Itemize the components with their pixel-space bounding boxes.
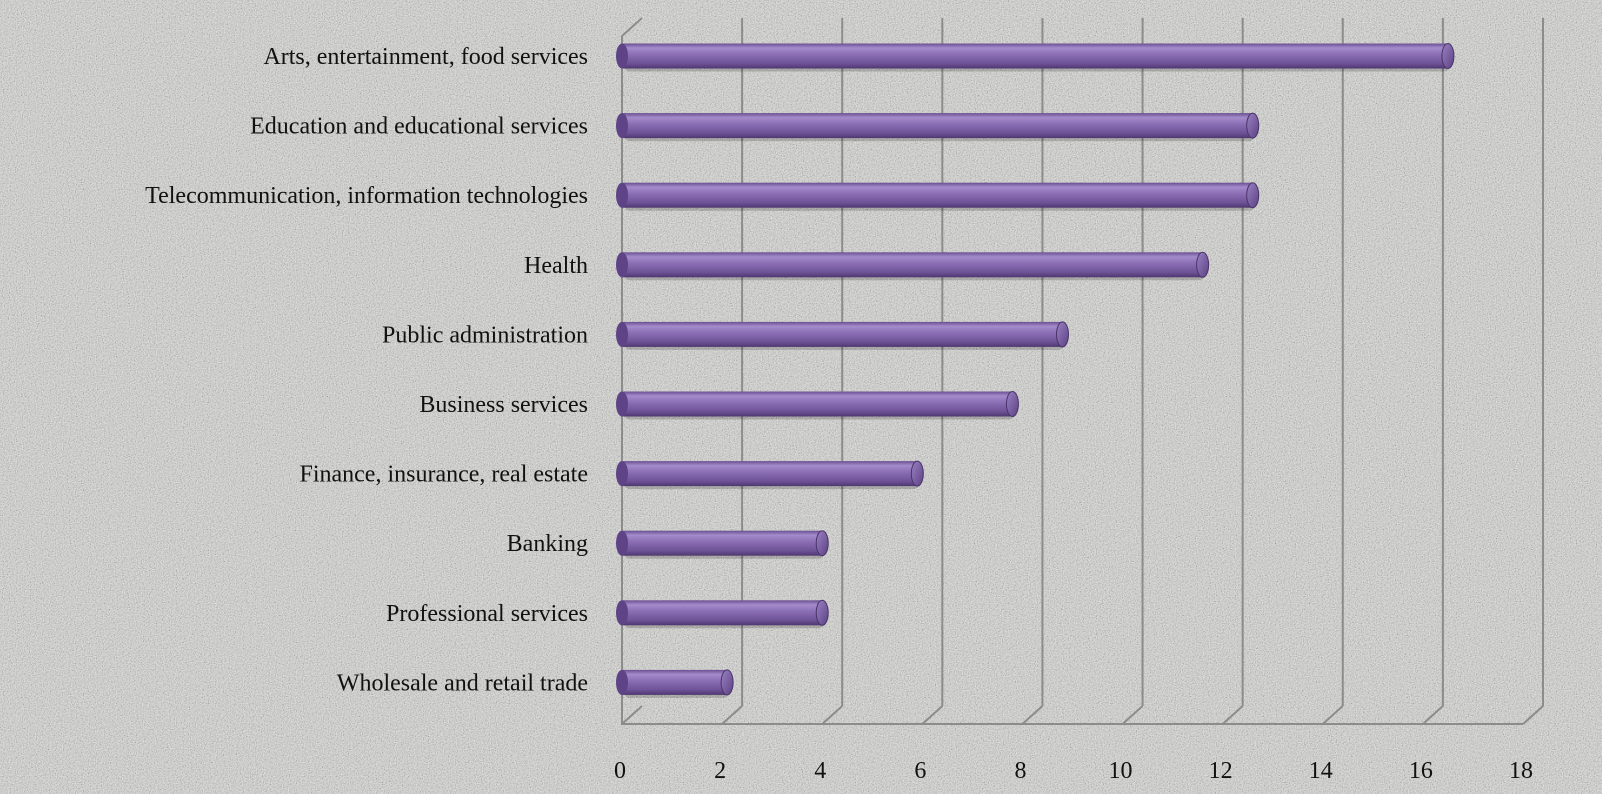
x-tick-label: 6 [914,758,926,784]
x-tick-label: 0 [614,758,626,784]
x-tick-label: 12 [1209,758,1233,784]
bar-end-cap [720,669,734,696]
x-tick-label: 14 [1309,758,1333,784]
category-label: Telecommunication, information technolog… [145,183,588,209]
bar-8 [616,530,829,559]
gridline-floor [1021,705,1044,725]
plot-frame-top-depth [621,17,643,37]
bar-end-cap [1005,391,1019,417]
category-label: Health [524,253,588,279]
bar-4 [616,251,1210,281]
bar-5 [616,321,1069,350]
category-label: Public administration [382,322,588,348]
category-label: Banking [507,531,588,557]
gridline-floor [1522,705,1544,725]
bar-end-cap [1246,182,1260,209]
bar-9 [616,599,829,629]
bar-body [622,113,1253,139]
bar-start-cap [616,113,628,139]
gridline-floor [921,705,944,725]
category-label: Wholesale and retail trade [337,670,588,696]
bar-body [622,321,1063,347]
plot-frame-bottom-depth [621,705,643,725]
category-label: Professional services [386,601,588,627]
bar-7 [616,460,924,490]
bar-end-cap [815,599,829,626]
bar-body [622,391,1013,417]
bar-end-cap [1441,43,1455,69]
bar-start-cap [616,182,628,208]
x-tick-label: 8 [1014,758,1026,784]
bar-end-cap [1196,251,1210,278]
bar-end-cap [815,530,829,557]
bar-body [622,43,1448,69]
bar-start-cap [616,391,628,417]
gridline-floor [721,705,743,725]
x-tick-label: 4 [814,758,826,784]
bar-10 [616,669,734,698]
category-label: Education and educational services [250,114,588,140]
bar-body [622,252,1203,278]
bar-body [622,530,823,556]
bar-start-cap [616,530,628,556]
gridline-floor [1221,705,1244,725]
gridline-floor [1121,705,1144,725]
gridline-floor [1422,705,1444,725]
bar-end-cap [1246,112,1260,139]
bar-end-cap [910,460,924,487]
x-tick-label: 18 [1509,758,1533,784]
bar-start-cap [616,43,628,69]
bar-1 [616,43,1455,72]
bars [616,43,1455,698]
bar-start-cap [616,600,628,626]
gridline-floor [821,705,843,725]
bar-3 [616,182,1260,211]
bar-6 [616,391,1019,420]
bar-body [622,669,728,695]
x-axis-tick-labels: 0 2 4 6 8 10 12 14 16 18 [614,758,1533,784]
category-label: Business services [419,392,588,418]
bar-2 [616,112,1260,142]
bar-end-cap [1055,321,1069,348]
x-tick-label: 2 [714,758,726,784]
gridline-floor [1322,705,1344,725]
x-tick-label: 10 [1109,758,1133,784]
category-labels: Arts, entertainment, food services Educat… [145,44,588,696]
bar-start-cap [616,669,628,695]
bar-body [622,600,823,626]
category-label: Finance, insurance, real estate [299,462,588,488]
bar-start-cap [616,461,628,487]
bar-body [622,182,1253,208]
bar-start-cap [616,321,628,347]
bar-start-cap [616,252,628,278]
x-tick-label: 16 [1409,758,1433,784]
bar-body [622,461,918,487]
category-label: Arts, entertainment, food services [263,44,588,70]
